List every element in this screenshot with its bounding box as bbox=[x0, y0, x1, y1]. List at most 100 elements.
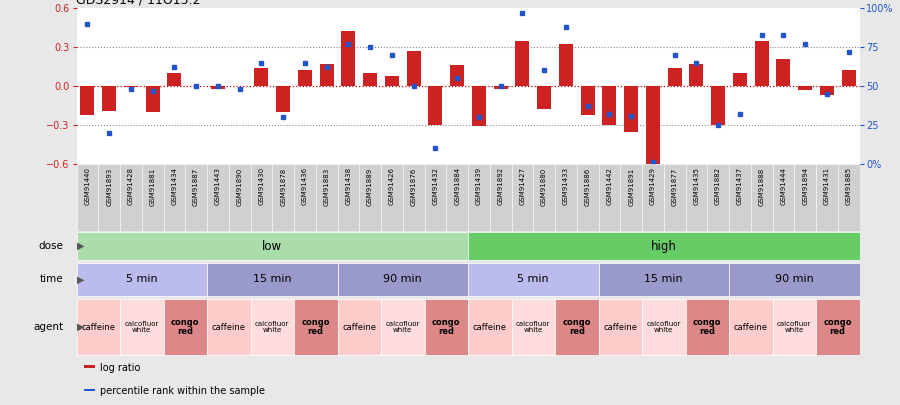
Text: GSM91888: GSM91888 bbox=[759, 167, 765, 206]
Bar bbox=[229, 164, 250, 231]
Bar bbox=[472, 86, 486, 126]
Bar bbox=[468, 299, 511, 355]
Text: GSM91893: GSM91893 bbox=[106, 167, 112, 206]
Text: GSM91440: GSM91440 bbox=[85, 167, 90, 205]
Text: GSM91892: GSM91892 bbox=[498, 167, 504, 205]
Text: caffeine: caffeine bbox=[603, 322, 637, 332]
Text: 15 min: 15 min bbox=[253, 275, 292, 284]
Bar bbox=[668, 68, 681, 86]
Bar bbox=[211, 86, 225, 89]
Bar bbox=[729, 164, 751, 231]
Text: GSM91442: GSM91442 bbox=[607, 167, 612, 205]
Bar bbox=[598, 164, 620, 231]
Text: caffeine: caffeine bbox=[734, 322, 768, 332]
Bar bbox=[620, 164, 642, 231]
Bar bbox=[359, 164, 381, 231]
Text: 5 min: 5 min bbox=[126, 275, 158, 284]
Text: caffeine: caffeine bbox=[342, 322, 376, 332]
Bar bbox=[816, 164, 838, 231]
Bar bbox=[76, 232, 468, 260]
Bar bbox=[468, 263, 598, 296]
Text: ▶: ▶ bbox=[76, 275, 84, 284]
Text: GDS2914 / 11O15.2: GDS2914 / 11O15.2 bbox=[76, 0, 201, 7]
Text: GSM91432: GSM91432 bbox=[432, 167, 438, 205]
Bar bbox=[511, 164, 533, 231]
Text: percentile rank within the sample: percentile rank within the sample bbox=[100, 386, 265, 396]
Bar bbox=[385, 76, 399, 86]
Bar bbox=[425, 299, 468, 355]
Text: 15 min: 15 min bbox=[644, 275, 683, 284]
Text: calcofluor
white: calcofluor white bbox=[385, 321, 420, 333]
Text: GSM91883: GSM91883 bbox=[324, 167, 329, 206]
Text: GSM91887: GSM91887 bbox=[194, 167, 199, 206]
Text: congo
red: congo red bbox=[432, 318, 461, 337]
Bar bbox=[316, 164, 338, 231]
Bar bbox=[598, 299, 642, 355]
Bar bbox=[98, 164, 120, 231]
Text: GSM91886: GSM91886 bbox=[585, 167, 590, 206]
Bar bbox=[820, 86, 834, 95]
Bar bbox=[729, 263, 859, 296]
Bar bbox=[294, 299, 338, 355]
Text: dose: dose bbox=[38, 241, 63, 251]
Text: GSM91877: GSM91877 bbox=[671, 167, 678, 206]
Bar bbox=[250, 299, 294, 355]
Bar bbox=[754, 40, 769, 86]
Text: low: low bbox=[262, 239, 283, 253]
Bar bbox=[816, 299, 860, 355]
Text: GSM91433: GSM91433 bbox=[562, 167, 569, 205]
Bar bbox=[493, 86, 508, 89]
Bar bbox=[468, 164, 490, 231]
Text: calcofluor
white: calcofluor white bbox=[255, 321, 290, 333]
Bar bbox=[777, 59, 790, 86]
Text: caffeine: caffeine bbox=[472, 322, 507, 332]
Bar bbox=[598, 263, 729, 296]
Bar bbox=[164, 299, 207, 355]
Text: 90 min: 90 min bbox=[775, 275, 814, 284]
Bar bbox=[341, 32, 356, 86]
Bar bbox=[120, 299, 164, 355]
Bar bbox=[164, 164, 185, 231]
Text: GSM91437: GSM91437 bbox=[737, 167, 742, 205]
Text: agent: agent bbox=[33, 322, 63, 332]
Text: calcofluor
white: calcofluor white bbox=[646, 321, 681, 333]
Text: 5 min: 5 min bbox=[518, 275, 549, 284]
Bar bbox=[533, 164, 555, 231]
Bar bbox=[516, 40, 529, 86]
Text: calcofluor
white: calcofluor white bbox=[124, 321, 159, 333]
Bar bbox=[250, 164, 272, 231]
Bar bbox=[76, 164, 98, 231]
Bar bbox=[646, 86, 660, 165]
Bar bbox=[642, 299, 686, 355]
Bar bbox=[207, 164, 229, 231]
Bar bbox=[294, 164, 316, 231]
Text: GSM91876: GSM91876 bbox=[410, 167, 417, 206]
Text: caffeine: caffeine bbox=[212, 322, 246, 332]
Bar bbox=[207, 299, 250, 355]
Bar bbox=[711, 86, 725, 125]
Bar bbox=[338, 299, 381, 355]
Bar bbox=[76, 263, 207, 296]
Bar bbox=[146, 86, 159, 112]
Text: 90 min: 90 min bbox=[383, 275, 422, 284]
Text: GSM91438: GSM91438 bbox=[346, 167, 351, 205]
Bar bbox=[207, 263, 338, 296]
Bar bbox=[686, 299, 729, 355]
Bar bbox=[338, 164, 359, 231]
Bar bbox=[276, 86, 290, 112]
Text: GSM91430: GSM91430 bbox=[258, 167, 265, 205]
Text: high: high bbox=[651, 239, 677, 253]
Bar bbox=[686, 164, 707, 231]
Bar bbox=[580, 86, 595, 115]
Bar bbox=[120, 164, 142, 231]
Text: GSM91878: GSM91878 bbox=[280, 167, 286, 206]
Bar bbox=[425, 164, 446, 231]
Text: GSM91443: GSM91443 bbox=[215, 167, 220, 205]
Bar bbox=[689, 64, 704, 86]
Text: ▶: ▶ bbox=[76, 241, 84, 251]
Bar bbox=[490, 164, 511, 231]
Bar bbox=[403, 164, 425, 231]
Bar bbox=[838, 164, 860, 231]
Text: GSM91884: GSM91884 bbox=[454, 167, 460, 205]
Bar bbox=[124, 86, 138, 87]
